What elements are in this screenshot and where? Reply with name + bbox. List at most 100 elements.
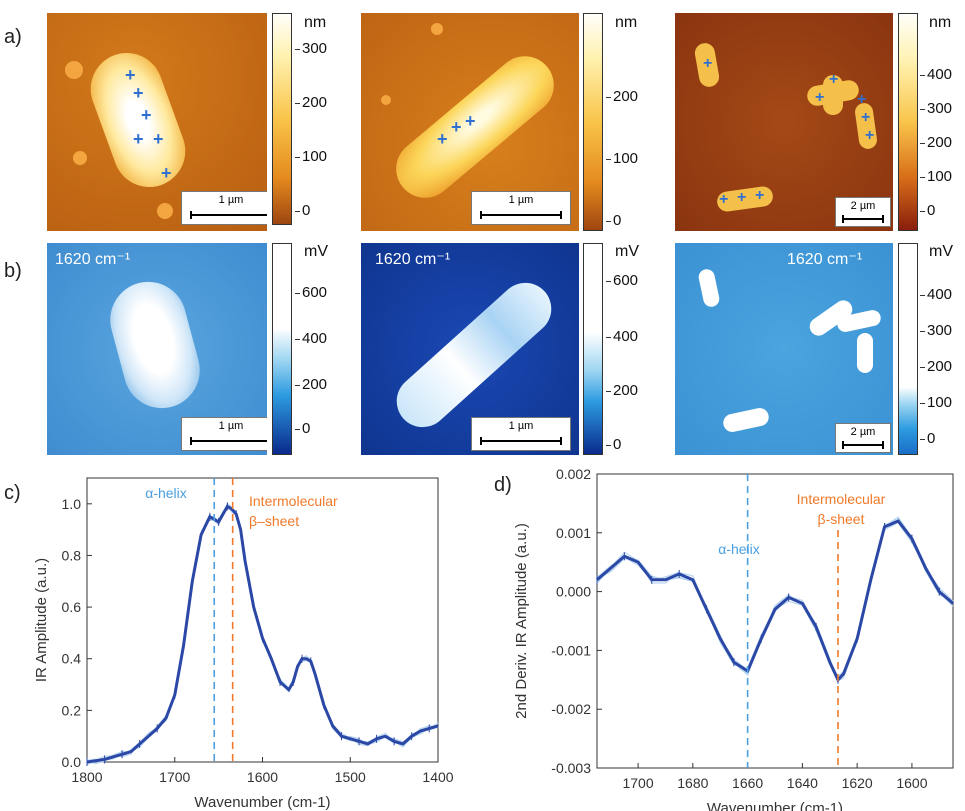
colorbar-tick: 100	[919, 394, 953, 411]
colorbar-afm-3	[898, 13, 918, 231]
colorbar-ir-2	[583, 243, 603, 455]
colorbar-afm-2	[583, 13, 603, 231]
colorbar-tick: 600	[605, 272, 639, 289]
colorbar-tick: 100	[919, 168, 953, 185]
y-tick-label: -0.002	[551, 701, 591, 717]
measurement-marker: +	[133, 83, 144, 103]
beta-sheet-label-line2: β–sheet	[249, 513, 299, 529]
measurement-marker: +	[153, 129, 164, 149]
scale-bar-label: 1 µm	[218, 420, 244, 432]
colorbar-tick: 0	[919, 430, 936, 447]
colorbar-unit: mV	[304, 243, 328, 260]
colorbar-unit: mV	[615, 243, 639, 260]
ir-spectrum-chart: 1800 1700 1600 1500 1400 0.0 0.2 0.4 0.6 0.8 1.0 Wa…	[33, 477, 454, 811]
bacterium	[101, 273, 209, 417]
y-tick-label: 0.0	[62, 754, 82, 770]
x-tick-label: 1700	[622, 775, 653, 791]
x-tick-label: 1620	[842, 775, 873, 791]
y-tick-label: 0.4	[62, 651, 82, 667]
measurement-marker: +	[437, 129, 448, 149]
bacterium	[823, 75, 843, 115]
scale-bar-label: 2 µm	[850, 426, 876, 438]
ir-map-2: 1620 cm⁻¹ 1 µm	[361, 243, 579, 455]
x-tick-label: 1640	[787, 775, 818, 791]
colorbar-ir-3	[898, 243, 918, 455]
colorbar-tick: 200	[294, 94, 328, 111]
scale-bar: 2 µm	[835, 197, 891, 227]
colorbar-afm-1	[272, 13, 292, 225]
colorbar-tick: 200	[919, 134, 953, 151]
colorbar-tick: 400	[919, 286, 953, 303]
replicate-spectrum-line	[596, 516, 954, 677]
colorbar-tick: 200	[605, 382, 639, 399]
y-tick-label: -0.001	[551, 642, 591, 658]
scale-bar-label: 1 µm	[218, 194, 244, 206]
x-tick-label: 1680	[677, 775, 708, 791]
x-tick-label: 1500	[335, 769, 366, 785]
replicate-spectrum-line	[596, 521, 954, 684]
x-tick-label: 1400	[422, 769, 453, 785]
measurement-marker: +	[141, 105, 152, 125]
measurement-marker: +	[829, 71, 839, 88]
x-tick-label: 1800	[71, 769, 102, 785]
scale-bar: 2 µm	[835, 423, 891, 453]
colorbar-tick: 600	[294, 284, 328, 301]
scale-bar: 1 µm	[181, 417, 267, 451]
colorbar-unit: mV	[929, 243, 953, 260]
colorbar-tick: 0	[294, 202, 311, 219]
panel-label-d: d)	[494, 474, 512, 496]
colorbar-tick: 300	[294, 40, 328, 57]
debris	[65, 61, 83, 79]
colorbar-unit: nm	[615, 14, 638, 31]
scale-bar: 1 µm	[471, 417, 571, 451]
colorbar-unit: nm	[929, 14, 952, 31]
scale-bar: 1 µm	[471, 191, 571, 225]
wavenumber-label: 1620 cm⁻¹	[55, 251, 131, 268]
y-tick-label: 0.000	[556, 584, 591, 600]
measurement-marker: +	[125, 65, 136, 85]
afm-map-1: + + + + + + 1 µm	[47, 13, 267, 231]
measurement-marker: +	[133, 129, 144, 149]
debris	[73, 151, 87, 165]
x-tick-label: 1660	[732, 775, 763, 791]
measurement-marker: +	[703, 55, 713, 72]
scale-bar-label: 1 µm	[508, 194, 534, 206]
alpha-helix-label: α-helix	[718, 541, 760, 557]
colorbar-tick: 100	[605, 150, 639, 167]
colorbar-tick: 200	[294, 376, 328, 393]
beta-sheet-label-line2: β-sheet	[818, 511, 865, 527]
colorbar-tick: 100	[294, 148, 328, 165]
bacterium	[386, 272, 562, 438]
y-axis-label: IR Amplitude (a.u.)	[33, 558, 50, 682]
afm-map-2: + + + 1 µm	[361, 13, 579, 231]
measurement-marker: +	[161, 163, 172, 183]
y-tick-label: 0.002	[556, 466, 591, 482]
colorbar-tick: 0	[605, 436, 622, 453]
x-tick-label: 1600	[896, 775, 927, 791]
colorbar-tick: 300	[919, 322, 953, 339]
y-tick-label: 0.001	[556, 525, 591, 541]
colorbar-tick: 0	[919, 202, 936, 219]
bacterium	[80, 42, 196, 198]
measurement-marker: +	[719, 191, 729, 208]
colorbar-ir-1	[272, 243, 292, 455]
bacterium	[857, 333, 873, 373]
colorbar-tick: 200	[605, 88, 639, 105]
colorbar-unit: nm	[304, 14, 327, 31]
x-axis-label: Wavenumber (cm-1)	[194, 794, 330, 811]
measurement-marker: +	[815, 89, 825, 106]
y-tick-label: -0.003	[551, 760, 591, 776]
bacterium	[721, 406, 771, 434]
x-tick-label: 1700	[159, 769, 190, 785]
mean-spectrum-line	[596, 519, 954, 683]
y-axis-label: 2nd Deriv. IR Amplitude (a.u.)	[513, 523, 530, 719]
debris	[431, 23, 443, 35]
scale-bar-label: 2 µm	[850, 200, 876, 212]
measurement-marker: +	[857, 91, 867, 108]
beta-sheet-label-line1: Intermolecular	[797, 491, 886, 507]
wavenumber-label: 1620 cm⁻¹	[787, 251, 863, 268]
panel-label-b: b)	[4, 260, 22, 282]
measurement-marker: +	[451, 117, 462, 137]
measurement-marker: +	[865, 127, 875, 144]
panel-label-c: c)	[4, 482, 21, 504]
